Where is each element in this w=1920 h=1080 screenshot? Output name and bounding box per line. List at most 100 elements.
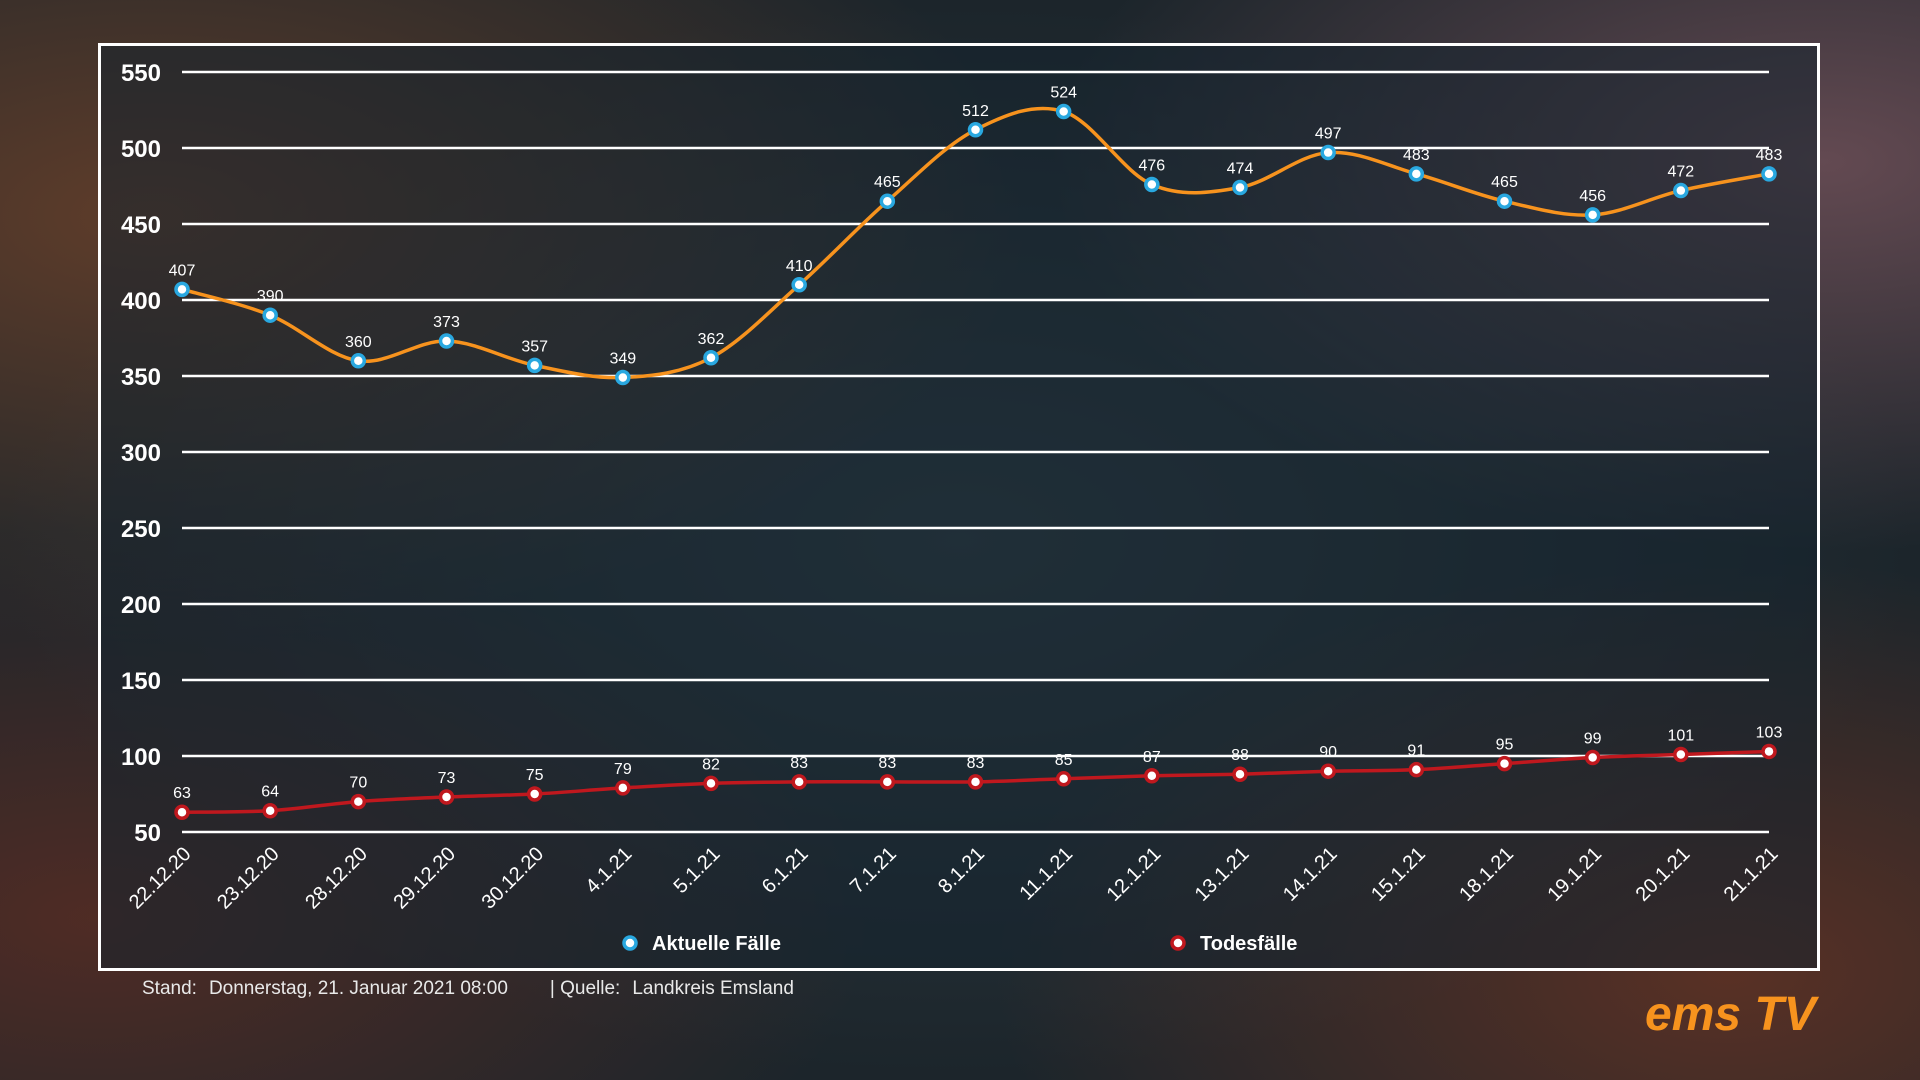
- data-label-aktuelle-faelle: 497: [1315, 126, 1342, 143]
- x-tick-label: 11.1.21: [1016, 843, 1078, 905]
- data-label-todesfaelle: 87: [1143, 749, 1161, 766]
- data-point-aktuelle-faelle: [703, 350, 719, 366]
- data-point-todesfaelle: [1673, 746, 1689, 763]
- data-point-aktuelle-faelle: [1055, 103, 1072, 120]
- data-label-aktuelle-faelle: 483: [1403, 147, 1430, 164]
- data-label-todesfaelle: 88: [1231, 747, 1249, 764]
- data-label-aktuelle-faelle: 360: [345, 334, 372, 351]
- source-value: Landkreis Emsland: [632, 978, 794, 999]
- data-label-todesfaelle: 83: [967, 755, 985, 772]
- y-tick-label: 450: [121, 212, 161, 239]
- x-tick-label: 12.1.21: [1103, 843, 1166, 906]
- data-label-todesfaelle: 64: [261, 784, 279, 801]
- data-point-aktuelle-faelle: [1144, 176, 1160, 193]
- legend-marker-aktuelle-faelle: [622, 935, 638, 951]
- data-label-aktuelle-faelle: 512: [962, 103, 989, 120]
- x-tick-label: 20.1.21: [1632, 843, 1695, 906]
- data-label-todesfaelle: 73: [438, 770, 456, 787]
- data-label-todesfaelle: 85: [1055, 752, 1073, 769]
- data-label-aktuelle-faelle: 456: [1579, 188, 1606, 205]
- data-point-todesfaelle: [1144, 768, 1160, 784]
- x-tick-label: 23.12.20: [213, 843, 284, 914]
- data-point-aktuelle-faelle: [1584, 207, 1601, 223]
- y-tick-label: 350: [121, 364, 161, 391]
- data-point-todesfaelle: [350, 793, 367, 810]
- data-point-todesfaelle: [1055, 771, 1072, 787]
- data-point-aktuelle-faelle: [615, 369, 631, 386]
- data-point-todesfaelle: [526, 786, 543, 802]
- data-label-aktuelle-faelle: 476: [1138, 157, 1165, 174]
- x-tick-label: 19.1.21: [1543, 843, 1606, 906]
- data-label-aktuelle-faelle: 465: [1491, 174, 1518, 191]
- data-point-todesfaelle: [967, 774, 984, 790]
- chart-frame: [98, 43, 1820, 971]
- logo-text: ems TV: [1645, 988, 1820, 1038]
- x-tick-label: 14.1.21: [1279, 843, 1342, 906]
- data-label-todesfaelle: 101: [1667, 727, 1694, 744]
- x-tick-label: 29.12.20: [389, 843, 460, 914]
- data-label-aktuelle-faelle: 472: [1667, 164, 1694, 181]
- data-point-todesfaelle: [791, 774, 807, 790]
- y-tick-label: 200: [121, 592, 161, 619]
- x-tick-label: 18.1.21: [1455, 843, 1518, 906]
- data-point-aktuelle-faelle: [1496, 193, 1513, 209]
- data-label-todesfaelle: 63: [173, 785, 191, 802]
- y-tick-label: 100: [121, 744, 161, 771]
- data-point-todesfaelle: [879, 774, 896, 790]
- source-label: | Quelle:: [549, 978, 621, 999]
- data-point-aktuelle-faelle: [174, 281, 190, 298]
- data-point-aktuelle-faelle: [1673, 182, 1689, 199]
- x-tick-label: 8.1.21: [934, 843, 989, 898]
- data-point-todesfaelle: [1320, 763, 1336, 779]
- stand-value: Donnerstag, 21. Januar 2021 08:00: [208, 978, 508, 999]
- data-label-aktuelle-faelle: 373: [433, 314, 460, 331]
- data-label-aktuelle-faelle: 410: [786, 258, 813, 275]
- legend-marker-todesfaelle: [1170, 935, 1186, 951]
- legend-label-todesfaelle: Todesfälle: [1200, 933, 1297, 955]
- y-tick-label: 300: [121, 440, 161, 467]
- data-point-aktuelle-faelle: [526, 357, 543, 374]
- data-point-todesfaelle: [1496, 755, 1513, 772]
- data-label-aktuelle-faelle: 483: [1756, 147, 1783, 164]
- x-tick-label: 5.1.21: [670, 843, 725, 898]
- y-tick-label: 550: [121, 60, 161, 87]
- footer-note: Stand: Donnerstag, 21. Januar 2021 08:00 |…: [142, 978, 806, 1000]
- data-point-todesfaelle: [615, 780, 631, 796]
- data-label-todesfaelle: 83: [878, 755, 896, 772]
- stand-label: Stand:: [142, 978, 197, 999]
- y-tick-label: 150: [121, 668, 161, 695]
- data-label-aktuelle-faelle: 524: [1050, 85, 1077, 102]
- data-label-aktuelle-faelle: 465: [874, 174, 901, 191]
- data-label-todesfaelle: 103: [1756, 724, 1783, 741]
- data-label-todesfaelle: 82: [702, 756, 720, 773]
- data-label-todesfaelle: 70: [349, 775, 367, 792]
- data-label-todesfaelle: 79: [614, 761, 632, 778]
- data-point-todesfaelle: [1761, 743, 1777, 760]
- data-label-aktuelle-faelle: 362: [698, 331, 725, 348]
- y-tick-label: 400: [121, 288, 161, 315]
- data-label-aktuelle-faelle: 407: [169, 262, 196, 279]
- data-point-todesfaelle: [262, 802, 278, 819]
- ems-tv-logo: ems TV: [1645, 988, 1820, 1038]
- y-tick-label: 500: [121, 136, 161, 163]
- data-point-aktuelle-faelle: [1408, 166, 1425, 182]
- data-label-aktuelle-faelle: 349: [609, 351, 636, 368]
- data-point-aktuelle-faelle: [1761, 166, 1777, 182]
- data-label-aktuelle-faelle: 357: [521, 338, 548, 355]
- x-tick-label: 6.1.21: [758, 843, 813, 898]
- x-tick-label: 15.1.21: [1367, 843, 1430, 906]
- data-point-aktuelle-faelle: [350, 353, 367, 369]
- x-tick-label: 7.1.21: [846, 843, 901, 898]
- data-label-todesfaelle: 91: [1407, 743, 1425, 760]
- data-label-todesfaelle: 99: [1584, 731, 1602, 748]
- data-label-todesfaelle: 95: [1496, 737, 1514, 754]
- y-tick-label: 50: [134, 820, 161, 847]
- data-label-aktuelle-faelle: 390: [257, 288, 284, 305]
- data-point-aktuelle-faelle: [791, 277, 807, 293]
- x-tick-label: 4.1.21: [581, 843, 636, 898]
- data-label-todesfaelle: 83: [790, 755, 808, 772]
- data-point-todesfaelle: [438, 789, 455, 805]
- data-point-aktuelle-faelle: [262, 307, 278, 323]
- data-point-aktuelle-faelle: [879, 193, 896, 209]
